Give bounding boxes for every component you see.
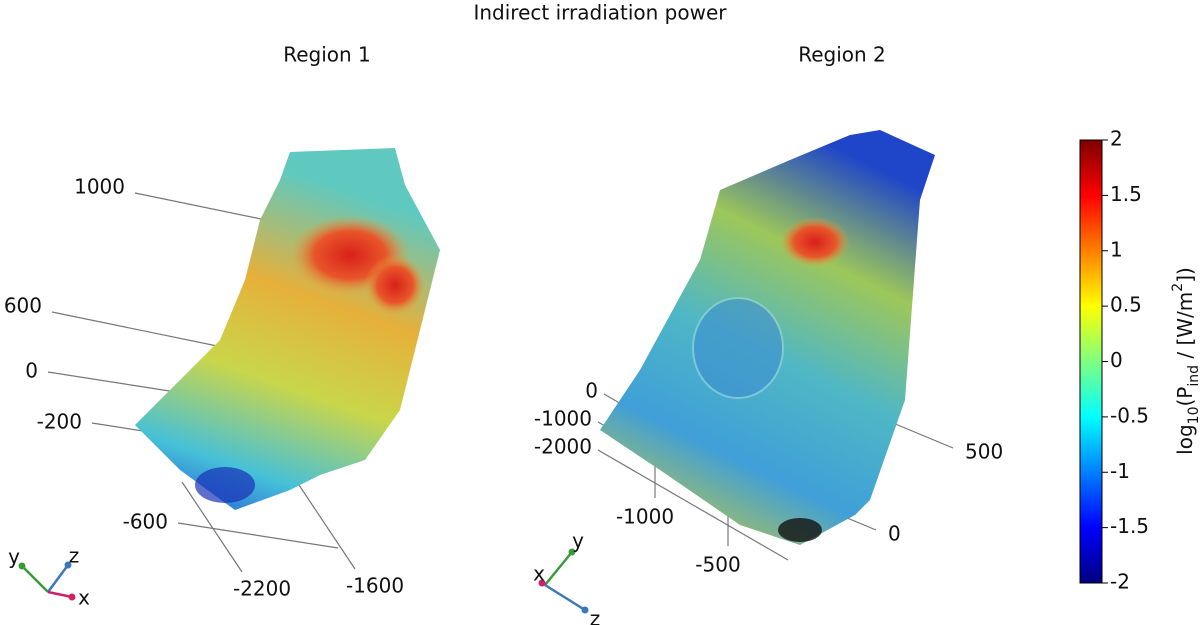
- tick-label: -2000: [534, 435, 592, 459]
- tick-label: -2200: [233, 577, 291, 601]
- surface-detail: [365, 255, 425, 315]
- colorbar-tick-label: 1.5: [1110, 182, 1142, 206]
- triad-head: [568, 548, 576, 556]
- tick-label: 500: [965, 440, 1003, 464]
- tick-label: -600: [123, 510, 168, 534]
- grid-line: [51, 311, 223, 348]
- grid-line: [177, 522, 339, 549]
- grid-line: [597, 449, 789, 561]
- grid-line: [892, 422, 954, 449]
- figure-title: Indirect irradiation power: [473, 1, 727, 25]
- colorbar-tick-label: 0: [1110, 348, 1123, 372]
- colorbar-tick-label: -1: [1110, 459, 1130, 483]
- triad-label: x: [533, 562, 545, 586]
- surface-detail: [778, 518, 822, 542]
- triad-head: [581, 606, 589, 614]
- grid-line: [294, 478, 356, 570]
- tick-label: 600: [4, 294, 42, 318]
- triad-axis: [544, 583, 586, 612]
- triad-axis: [46, 564, 70, 593]
- grid-line: [181, 481, 243, 573]
- triad-label: y: [8, 545, 20, 569]
- colorbar-tick-label: -1.5: [1110, 514, 1149, 538]
- colorbar-tick-label: -2: [1110, 570, 1130, 594]
- surface-detail: [195, 467, 255, 503]
- triad-head: [538, 579, 546, 587]
- tick-label: 0: [25, 359, 38, 383]
- colorbar-tick-label: 1: [1110, 237, 1123, 261]
- triad-axis: [21, 565, 49, 593]
- triad-label: y: [572, 529, 584, 553]
- tick-label: -500: [695, 553, 740, 577]
- tick-label: -1000: [616, 505, 674, 529]
- triad-axis: [47, 590, 73, 599]
- tick-label: -1600: [346, 574, 404, 598]
- colorbar-label: log10(Pind / [W/m2]): [1170, 267, 1200, 455]
- tick-label: -1000: [534, 407, 592, 431]
- triad-head: [64, 561, 72, 569]
- tick-label: 0: [888, 522, 901, 546]
- triad-head: [68, 593, 76, 601]
- colorbar: log10(Pind / [W/m2]) 2 1.5 1 0.5 0 -0.5 -1 -1.5…: [1079, 127, 1200, 594]
- tick-label: 1000: [74, 175, 125, 199]
- triad-axis: [544, 551, 573, 586]
- subplot-title: Region 2: [798, 43, 886, 67]
- triad-head: [18, 562, 26, 570]
- surface-detail: [780, 217, 850, 267]
- colorbar-tick-label: -0.5: [1110, 403, 1149, 427]
- tick-label: -200: [37, 410, 82, 434]
- surface-detail: [692, 297, 784, 399]
- triad-label: z: [590, 607, 601, 625]
- triad-label: x: [78, 586, 90, 610]
- subplot-title: Region 1: [283, 43, 371, 67]
- colorbar-tick-label: 2: [1110, 127, 1123, 151]
- tick-label: 0: [585, 379, 598, 403]
- colorbar-tick-label: 0.5: [1110, 293, 1142, 317]
- colorbar-scale: [1079, 139, 1103, 584]
- triad-label: z: [69, 544, 80, 568]
